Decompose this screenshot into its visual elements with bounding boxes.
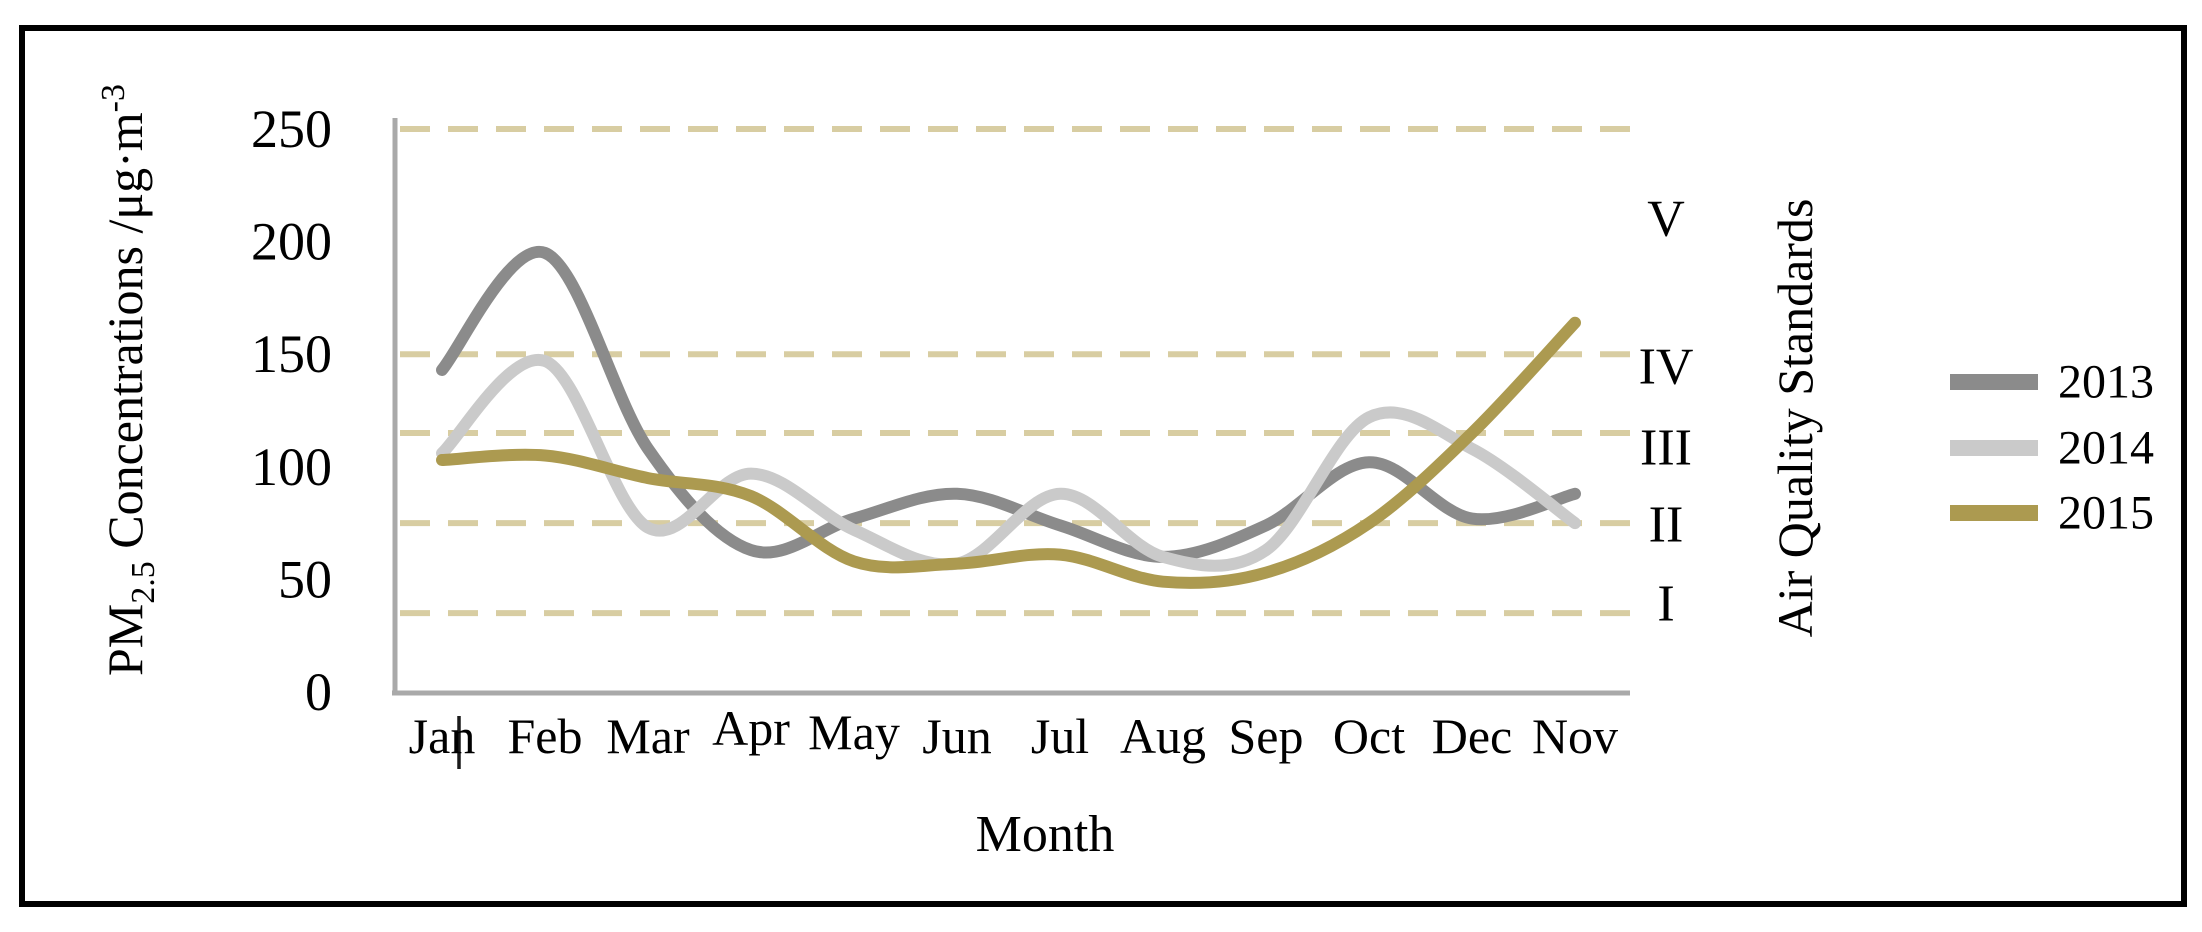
- legend-label-2014: 2014: [2058, 422, 2154, 475]
- x-tick-dec: Dec: [1432, 708, 1513, 764]
- x-tick-apr: Apr: [712, 700, 790, 756]
- legend-item-2013: 2013: [1950, 356, 2154, 409]
- standard-label-IV: IV: [1639, 339, 1694, 396]
- x-tick-jul: Jul: [1031, 708, 1089, 764]
- x-tick-jun: Jun: [922, 708, 991, 764]
- standard-label-III: III: [1640, 420, 1692, 477]
- y-axis-tick-labels: 250 200 150 100 50 0: [251, 99, 332, 722]
- x-tick-aug: Aug: [1120, 708, 1206, 764]
- legend-item-2014: 2014: [1950, 422, 2154, 475]
- legend-label-2013: 2013: [2058, 356, 2154, 409]
- x-tick-may: May: [808, 704, 900, 760]
- x-tick-feb: Feb: [508, 708, 583, 764]
- x-tick-jan: Jan: [409, 708, 476, 764]
- y-tick-50: 50: [278, 549, 332, 609]
- standard-label-II: II: [1649, 497, 1684, 554]
- series-line-2014: [436, 353, 1581, 572]
- standard-label-I: I: [1657, 576, 1674, 633]
- standards-gridlines: [400, 126, 1632, 617]
- y-tick-200: 200: [251, 212, 332, 272]
- x-axis-title: Month: [976, 806, 1115, 863]
- x-tick-sep: Sep: [1229, 708, 1304, 764]
- series-line-2015: [436, 316, 1581, 589]
- legend-label-2015: 2015: [2058, 487, 2154, 540]
- legend: 2013 2014 2015: [1950, 356, 2154, 540]
- x-tick-mar: Mar: [606, 708, 690, 764]
- legend-item-2015: 2015: [1950, 487, 2154, 540]
- x-axis-month-labels: Jan Feb Mar Apr May Jun Jul Aug Sep Oct Dec Nov: [409, 700, 1618, 764]
- figure-border: [19, 25, 2187, 907]
- y-axis-title: PM2.5 Concentrations /μg·m-3: [95, 84, 162, 676]
- y-tick-250: 250: [251, 99, 332, 159]
- y-tick-150: 150: [251, 324, 332, 384]
- series-line-2013: [436, 245, 1581, 563]
- standard-label-V: V: [1647, 191, 1685, 248]
- x-tick-oct: Oct: [1333, 708, 1405, 764]
- x-tick-nov: Nov: [1532, 708, 1618, 764]
- y-tick-100: 100: [251, 437, 332, 497]
- right-axis-title: Air Quality Standards: [1767, 199, 1823, 638]
- axes: [392, 118, 1630, 769]
- series-lines: [436, 245, 1581, 589]
- y-tick-0: 0: [305, 662, 332, 722]
